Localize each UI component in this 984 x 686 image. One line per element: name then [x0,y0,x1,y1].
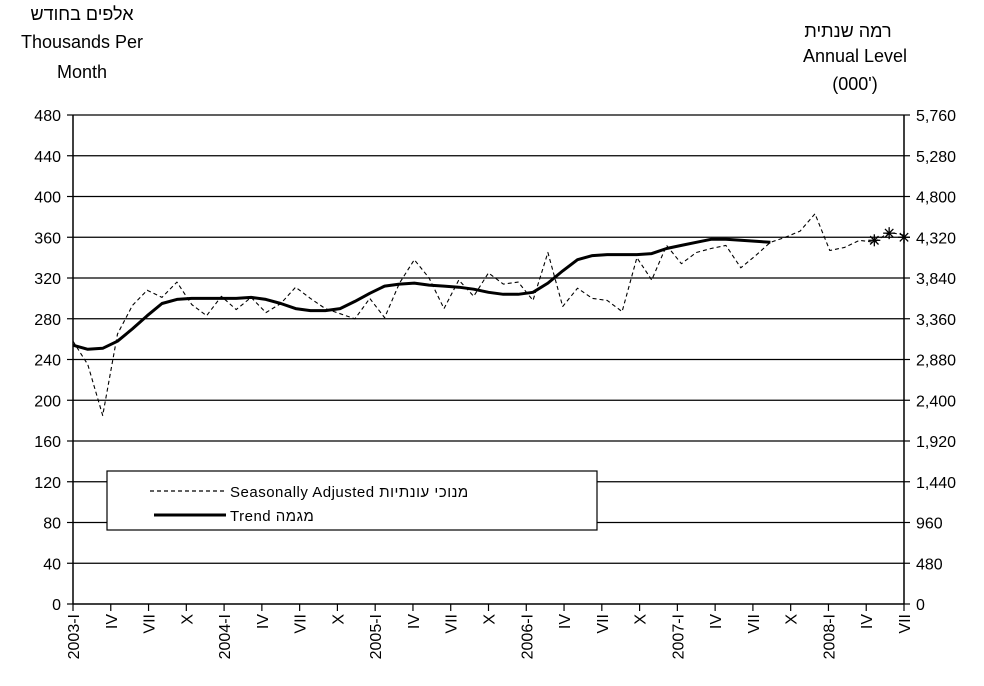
series-line-trend [72,237,771,351]
right-tick-label: 5,760 [916,108,956,125]
left-tick-label: 200 [34,393,61,410]
legend-label-trend: Trend מגמה [230,508,314,525]
x-tick-label: X [330,614,347,625]
right-tick-label: 1,920 [916,434,956,451]
left-tick-label: 360 [34,230,61,247]
left-tick-label: 280 [34,312,61,329]
x-tick-label: VII [444,614,461,634]
x-tick-label: 2008-I [821,614,838,659]
right-tick-label: 2,880 [916,353,956,370]
x-tick-label: VII [293,614,310,634]
x-tick-label: X [784,614,801,625]
right-tick-label: 3,360 [916,312,956,329]
x-tick-label: 2003-I [66,614,83,659]
x-tick-label: IV [859,614,876,629]
left-axis-title-line2: Thousands Per [21,32,143,52]
x-tick-label: 2004-I [217,614,234,659]
legend-box [106,470,598,531]
left-tick-label: 320 [34,271,61,288]
x-tick-label: IV [557,614,574,629]
left-tick-label: 40 [43,556,61,573]
x-tick-label: X [179,614,196,625]
left-tick-label: 120 [34,475,61,492]
left-tick-label: 80 [43,516,61,533]
legend: Seasonally Adjusted מנוכי עונתיות Trend … [106,470,598,531]
x-tick-label: IV [255,614,272,629]
series-layer [72,213,910,417]
tick-labels: 0 0 40 480 80 960 120 1,440 160 1,920 200 2,400 240 2… [34,108,956,659]
right-axis-title-hebrew: רמה שנתית [804,21,891,41]
right-tick-label: 4,320 [916,230,956,247]
right-tick-label: 3,840 [916,271,956,288]
right-tick-label: 5,280 [916,149,956,166]
right-axis-title-line3: (000') [832,74,877,94]
right-tick-label: 960 [916,516,943,533]
x-tick-label: VII [595,614,612,634]
left-tick-label: 0 [52,597,61,614]
left-tick-label: 400 [34,190,61,207]
left-tick-label: 480 [34,108,61,125]
right-tick-label: 480 [916,556,943,573]
star-marker [883,227,896,240]
right-tick-label: 1,440 [916,475,956,492]
left-axis-title-line3: Month [57,62,107,82]
series-line-seasonally-adjusted [72,213,905,417]
left-tick-label: 440 [34,149,61,166]
right-tick-label: 2,400 [916,393,956,410]
x-tick-label: VII [897,614,914,634]
x-tick-label: IV [708,614,725,629]
x-tick-label: IV [406,614,423,629]
left-tick-label: 160 [34,434,61,451]
x-tick-label: VII [746,614,763,634]
legend-label-seasonally-adjusted: Seasonally Adjusted מנוכי עונתיות [230,484,469,501]
right-tick-label: 4,800 [916,190,956,207]
left-tick-label: 240 [34,353,61,370]
x-tick-label: VII [142,614,159,634]
axes [67,114,910,611]
x-tick-label: 2007-I [670,614,687,659]
left-axis-title-hebrew: אלפים בחודש [30,4,134,24]
x-tick-label: 2005-I [368,614,385,659]
x-tick-label: X [482,614,499,625]
star-marker [868,234,881,247]
star-marker [898,231,910,244]
x-tick-label: X [633,614,650,625]
right-tick-label: 0 [916,597,925,614]
x-tick-label: 2006-I [519,614,536,659]
right-axis-title-line2: Annual Level [803,46,907,66]
x-tick-label: IV [104,614,121,629]
